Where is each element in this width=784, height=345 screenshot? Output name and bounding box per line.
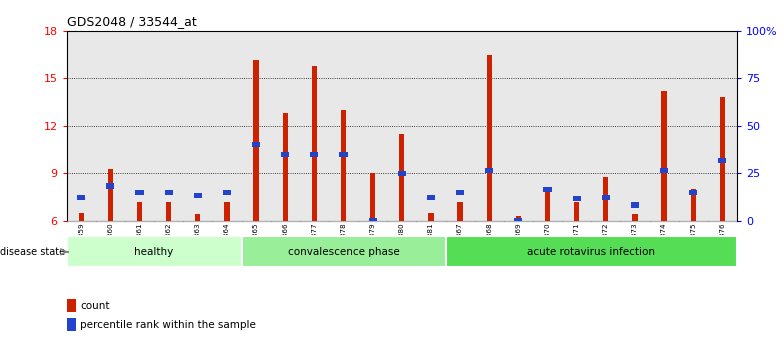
Bar xyxy=(339,152,347,157)
Text: disease state: disease state xyxy=(0,247,65,257)
Bar xyxy=(562,31,591,221)
Bar xyxy=(660,168,668,173)
Bar xyxy=(67,236,241,267)
Text: percentile rank within the sample: percentile rank within the sample xyxy=(80,320,256,329)
Bar xyxy=(77,195,85,200)
Bar xyxy=(183,31,212,221)
Bar xyxy=(107,169,113,221)
Bar xyxy=(514,218,522,223)
Bar xyxy=(125,31,154,221)
Bar xyxy=(107,184,114,188)
Bar xyxy=(282,113,288,221)
Bar xyxy=(241,31,270,221)
Bar xyxy=(718,158,727,163)
Bar xyxy=(299,31,329,221)
Bar xyxy=(253,60,259,221)
Bar xyxy=(474,31,504,221)
Text: GDS2048 / 33544_at: GDS2048 / 33544_at xyxy=(67,16,196,29)
Bar xyxy=(416,31,445,221)
Bar xyxy=(312,66,317,221)
Text: convalescence phase: convalescence phase xyxy=(288,247,399,257)
Bar xyxy=(212,31,241,221)
Bar xyxy=(154,31,183,221)
Bar xyxy=(691,189,696,221)
Bar xyxy=(310,152,318,157)
Bar xyxy=(504,31,533,221)
Bar xyxy=(708,31,737,221)
Bar xyxy=(270,31,299,221)
Bar xyxy=(720,97,725,221)
Bar xyxy=(426,195,435,200)
Bar xyxy=(533,31,562,221)
Bar xyxy=(387,31,416,221)
Bar xyxy=(329,31,358,221)
Bar xyxy=(67,31,96,221)
Text: acute rotavirus infection: acute rotavirus infection xyxy=(527,247,655,257)
Bar xyxy=(137,202,142,221)
Bar xyxy=(281,152,289,157)
Bar xyxy=(370,173,376,221)
Bar xyxy=(252,142,260,147)
Bar xyxy=(165,190,172,195)
Bar xyxy=(574,202,579,221)
Bar xyxy=(223,190,231,195)
Bar xyxy=(397,171,406,176)
Bar xyxy=(166,202,171,221)
Bar xyxy=(487,55,492,221)
Bar xyxy=(78,213,84,221)
Bar xyxy=(399,134,405,221)
Bar xyxy=(428,213,434,221)
Bar xyxy=(456,190,464,195)
Bar xyxy=(591,31,620,221)
Bar xyxy=(572,196,581,201)
Bar xyxy=(341,110,346,221)
Bar xyxy=(358,31,387,221)
Text: healthy: healthy xyxy=(134,247,174,257)
Bar xyxy=(368,218,377,223)
Bar xyxy=(241,236,445,267)
Bar xyxy=(633,215,637,221)
Bar xyxy=(545,189,550,221)
Bar xyxy=(445,236,737,267)
Bar xyxy=(649,31,679,221)
Text: count: count xyxy=(80,301,110,310)
Bar xyxy=(689,190,697,195)
Bar xyxy=(458,202,463,221)
Bar xyxy=(543,187,552,192)
Bar xyxy=(224,202,230,221)
Bar xyxy=(195,215,201,221)
Bar xyxy=(96,31,125,221)
Bar xyxy=(602,195,610,200)
Bar xyxy=(603,177,608,221)
Bar xyxy=(136,190,143,195)
Bar xyxy=(620,31,649,221)
Bar xyxy=(662,91,666,221)
Bar xyxy=(194,193,201,198)
Bar xyxy=(631,203,639,208)
Bar xyxy=(679,31,708,221)
Bar xyxy=(445,31,474,221)
Bar xyxy=(485,168,493,173)
Bar xyxy=(516,216,521,221)
